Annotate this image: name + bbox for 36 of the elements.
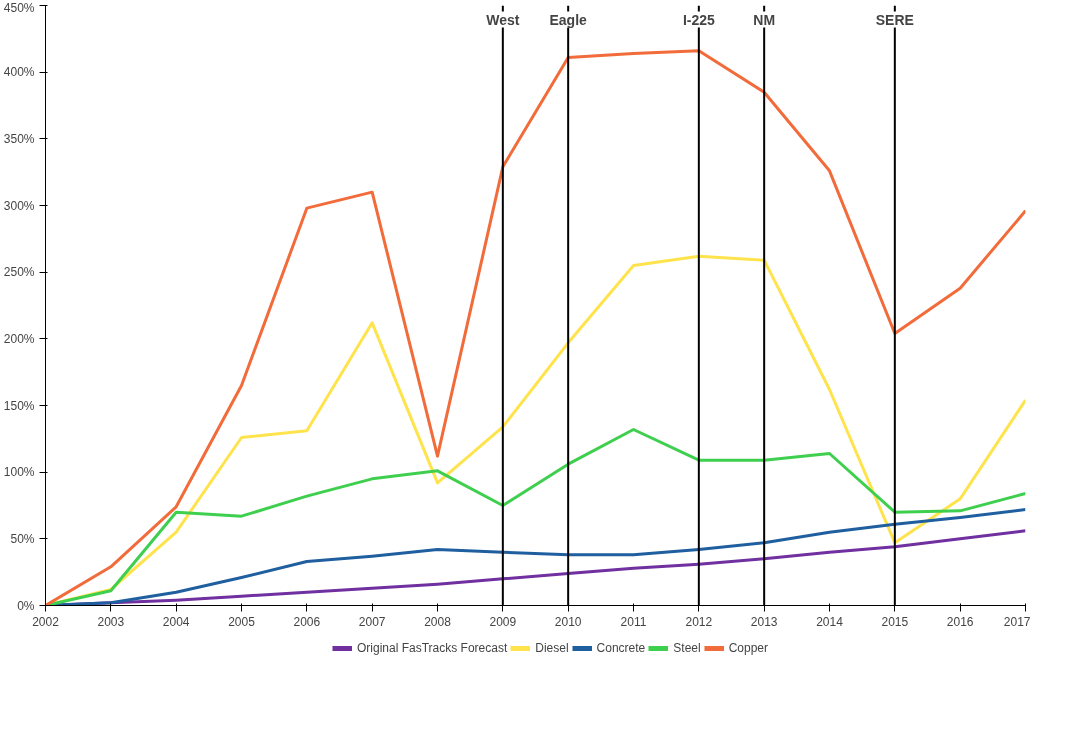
x-tick-label: 2013 (750, 614, 778, 629)
x-tick-label: 2012 (685, 614, 713, 629)
y-tick-label: 350% (3, 131, 35, 146)
x-tick-label: 2015 (881, 614, 909, 629)
ref-line-label: I-225 (682, 11, 715, 28)
x-tick-label: 2010 (554, 614, 582, 629)
y-tick-label: 450% (3, 0, 35, 15)
x-tick-label: 2014 (816, 614, 844, 629)
x-tick-label: 2002 (32, 614, 60, 629)
legend-label: Copper (728, 641, 769, 655)
y-tick-label: 400% (3, 65, 35, 80)
y-tick-label: 250% (3, 265, 35, 280)
y-tick-label: 150% (3, 398, 35, 413)
x-tick-label: 2011 (620, 614, 647, 629)
legend-label: Diesel (535, 641, 569, 655)
x-tick-label: 2017 (1003, 614, 1031, 629)
x-tick-label: 2005 (228, 614, 256, 629)
y-tick-label: 200% (3, 331, 35, 346)
x-tick-label: 2004 (162, 614, 190, 629)
x-tick-label: 2009 (489, 614, 517, 629)
x-tick-label: 2006 (293, 614, 321, 629)
x-tick-label: 2008 (424, 614, 452, 629)
ref-line-label: SERE (875, 11, 914, 28)
x-tick-label: 2007 (358, 614, 386, 629)
ref-line-label: NM (753, 11, 776, 28)
legend-label: Steel (673, 641, 701, 655)
y-tick-label: 50% (10, 531, 35, 546)
y-tick-label: 0% (17, 598, 35, 613)
ref-line-label: Eagle (549, 11, 588, 28)
y-tick-label: 300% (3, 198, 35, 213)
y-tick-label: 100% (3, 465, 35, 480)
legend-label: Concrete (596, 641, 646, 655)
legend-label: Original FasTracks Forecast (356, 641, 508, 655)
x-tick-label: 2003 (97, 614, 125, 629)
x-tick-label: 2016 (946, 614, 974, 629)
ref-line-label: West (486, 11, 520, 28)
